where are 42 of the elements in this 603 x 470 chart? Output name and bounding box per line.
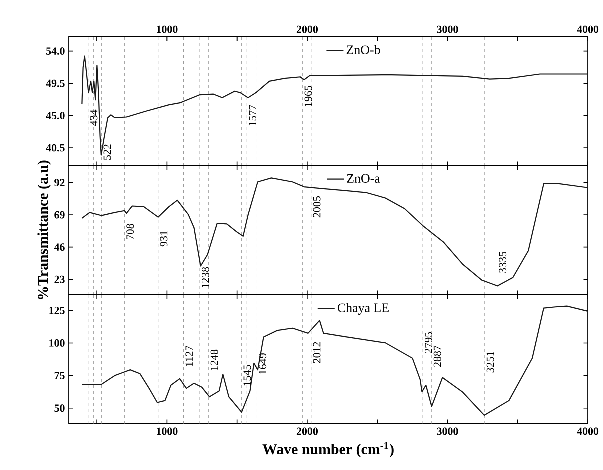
x-tick-label: 4000 [577, 428, 599, 436]
x2-tick-label: 4000 [577, 26, 599, 34]
annotation: 3335 [499, 252, 507, 273]
legend-label: ZnO-a [347, 174, 380, 184]
y-tick-label: 46 [54, 244, 65, 252]
annotation: 1545 [244, 365, 252, 386]
annotation: 2887 [434, 346, 442, 367]
annotation: 3251 [486, 352, 494, 373]
y-tick-label: 49.5 [46, 80, 65, 88]
x-tick-label: 3000 [437, 428, 458, 436]
x-tick-label: 2000 [296, 428, 318, 436]
annotation: 931 [160, 231, 168, 247]
y-tick-label: 125 [50, 306, 65, 314]
x-tick-label: 1000 [157, 428, 178, 436]
annotation: 1238 [202, 267, 210, 288]
y-axis-title: %Transmittance (a.u) [38, 160, 52, 300]
annotation: 1577 [249, 105, 256, 126]
annotation: 2012 [313, 342, 321, 364]
y-tick-label: 50 [54, 404, 65, 412]
legend-label: ZnO-b [346, 45, 380, 54]
y-tick-label: 100 [50, 340, 65, 347]
y-tick-label: 40.5 [46, 144, 65, 152]
x-axis-title: Wave number (cm$^{-1}$) [262, 442, 394, 458]
legend-label: Chaya LE [338, 303, 389, 316]
x2-tick-label: 2000 [296, 26, 318, 34]
y-tick-label: 45.0 [46, 112, 65, 120]
y-tick-label: 54.0 [46, 48, 65, 56]
y-tick-label: 69 [54, 211, 65, 219]
annotation: 1248 [210, 350, 218, 370]
x2-tick-label: 1000 [157, 26, 178, 34]
annotation: 1965 [304, 86, 312, 106]
y-tick-label: 92 [54, 179, 65, 187]
x2-tick-label: 3000 [437, 26, 458, 34]
annotation: 434 [90, 110, 98, 126]
y-tick-label: 75 [54, 372, 65, 380]
annotation: 708 [126, 224, 134, 240]
annotation: 2795 [424, 332, 432, 354]
annotation: 1127 [186, 346, 193, 366]
y-tick-label: 23 [54, 276, 65, 284]
annotation: 2005 [313, 196, 321, 218]
annotation: 1649 [259, 354, 267, 374]
annotation: 522 [104, 144, 112, 160]
